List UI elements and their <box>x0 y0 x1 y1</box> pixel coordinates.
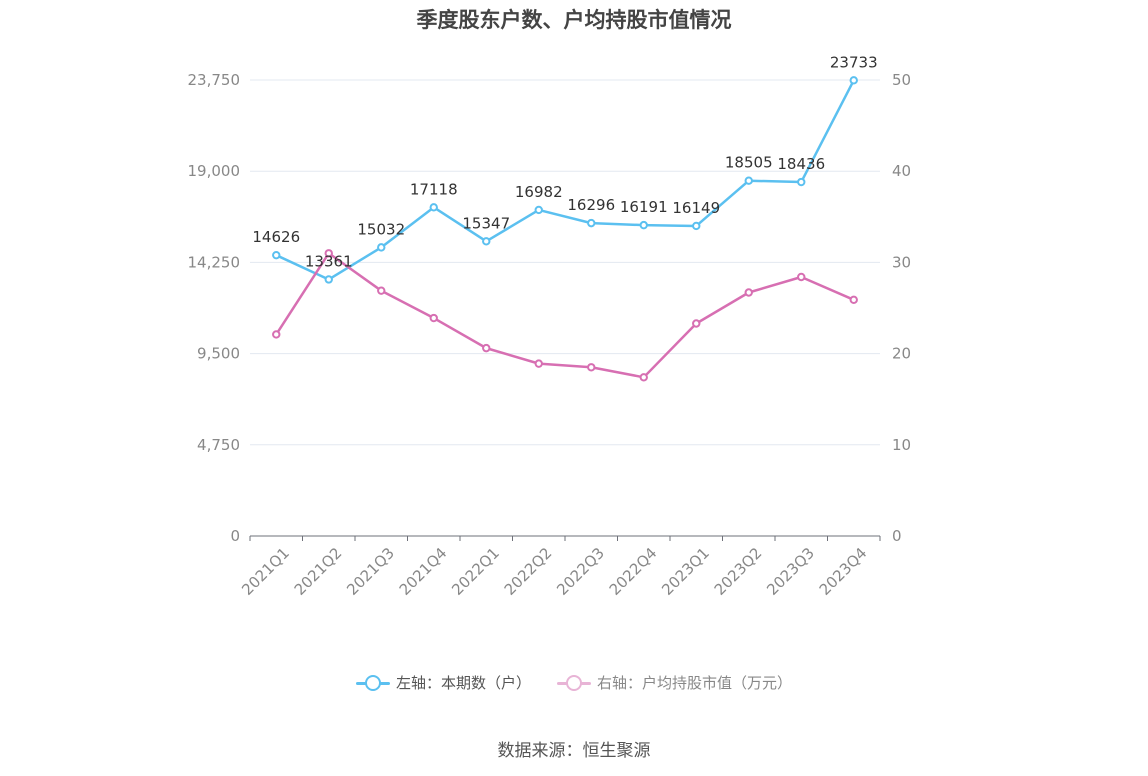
data-label: 17118 <box>410 180 458 198</box>
point-market-value <box>377 286 386 295</box>
x-tick-label: 2022Q1 <box>448 544 503 599</box>
legend-item-right[interactable]: 右轴：户均持股市值（万元） <box>557 672 792 693</box>
x-tick-label: 2023Q2 <box>711 544 766 599</box>
legend-line-icon <box>355 674 390 691</box>
legend-label-left: 左轴：本期数（户） <box>395 674 531 692</box>
data-label: 16296 <box>567 196 615 214</box>
point-holders <box>639 220 648 230</box>
chart-title: 季度股东户数、户均持股市值情况 <box>416 8 732 32</box>
point-holders <box>534 205 543 215</box>
point-market-value <box>429 313 438 323</box>
y-right-tick-label: 50 <box>892 71 911 89</box>
series <box>272 76 858 382</box>
y-left-tick-label: 0 <box>230 527 240 545</box>
x-tick-label: 2021Q3 <box>343 544 398 599</box>
point-holders <box>377 243 386 252</box>
point-market-value <box>692 319 701 328</box>
y-right-tick-label: 20 <box>892 345 911 363</box>
data-label: 18436 <box>777 155 825 173</box>
y-left-tick-label: 14,250 <box>188 253 241 271</box>
x-tick-label: 2021Q2 <box>291 544 346 599</box>
series-line-market-value <box>275 252 855 379</box>
point-market-value <box>744 288 753 297</box>
point-market-value <box>324 249 333 258</box>
y-right-tick-label: 40 <box>892 162 911 180</box>
y-left-tick-label: 4,750 <box>197 436 240 454</box>
axes: 0 4,750 9,500 14,250 19,000 23,750 0 10 20 30 40 50… <box>188 71 912 599</box>
x-tick-label: 2022Q4 <box>606 544 661 599</box>
x-tick-label: 2023Q4 <box>816 544 871 599</box>
y-right-tick-label: 0 <box>892 527 902 545</box>
point-holders <box>692 221 701 231</box>
y-right-tick-label: 30 <box>892 253 911 271</box>
point-holders <box>849 76 858 85</box>
point-market-value <box>534 359 543 368</box>
x-tick-label: 2022Q3 <box>553 544 608 599</box>
legend-item-left[interactable]: 左轴：本期数（户） <box>355 672 531 693</box>
source-note: 数据来源：恒生聚源 <box>497 741 651 761</box>
x-tick-label: 2022Q2 <box>501 544 556 599</box>
point-market-value <box>849 295 858 304</box>
point-holders <box>272 250 281 260</box>
data-label: 18505 <box>725 154 773 172</box>
data-label: 14626 <box>252 228 300 246</box>
x-tick-label: 2021Q1 <box>238 544 293 599</box>
point-market-value <box>482 343 491 353</box>
point-holders <box>744 176 753 185</box>
data-label: 16191 <box>620 198 668 216</box>
data-label: 15032 <box>357 220 405 238</box>
y-right-tick-label: 10 <box>892 436 911 454</box>
point-market-value <box>797 272 806 282</box>
x-tick-label: 2023Q3 <box>763 544 818 599</box>
x-tick-label: 2023Q1 <box>658 544 713 599</box>
point-holders <box>797 177 806 187</box>
y-left-tick-label: 19,000 <box>188 162 241 180</box>
y-left-tick-label: 23,750 <box>188 71 241 89</box>
x-tick-label: 2021Q4 <box>396 544 451 599</box>
point-market-value <box>587 363 596 372</box>
series-line-holders <box>275 79 855 281</box>
point-market-value <box>639 373 648 382</box>
point-holders <box>429 203 438 212</box>
data-label: 16982 <box>515 183 563 201</box>
legend-line-icon <box>557 674 591 691</box>
legend-label-right: 右轴：户均持股市值（万元） <box>597 674 793 692</box>
point-holders <box>482 237 491 246</box>
legend: 左轴：本期数（户） 右轴：户均持股市值（万元） <box>0 672 1148 693</box>
data-label: 23733 <box>830 53 878 71</box>
point-holders <box>324 275 333 284</box>
point-holders <box>587 218 596 228</box>
data-label: 15347 <box>462 214 510 232</box>
data-label: 16149 <box>672 199 720 217</box>
data-label: 13361 <box>305 252 353 270</box>
point-market-value <box>272 330 281 339</box>
y-left-tick-label: 9,500 <box>197 345 240 363</box>
